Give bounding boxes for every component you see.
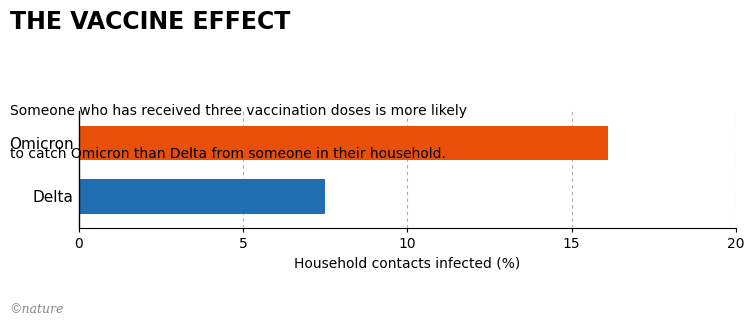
Text: ©nature: ©nature — [10, 303, 64, 316]
X-axis label: Household contacts infected (%): Household contacts infected (%) — [294, 257, 520, 271]
Bar — [79, 126, 608, 160]
Text: to catch Omicron than Delta from someone in their household.: to catch Omicron than Delta from someone… — [10, 147, 445, 161]
Bar — [79, 179, 325, 214]
Text: Someone who has received three vaccination doses is more likely: Someone who has received three vaccinati… — [10, 104, 467, 118]
Text: THE VACCINE EFFECT: THE VACCINE EFFECT — [10, 10, 290, 34]
